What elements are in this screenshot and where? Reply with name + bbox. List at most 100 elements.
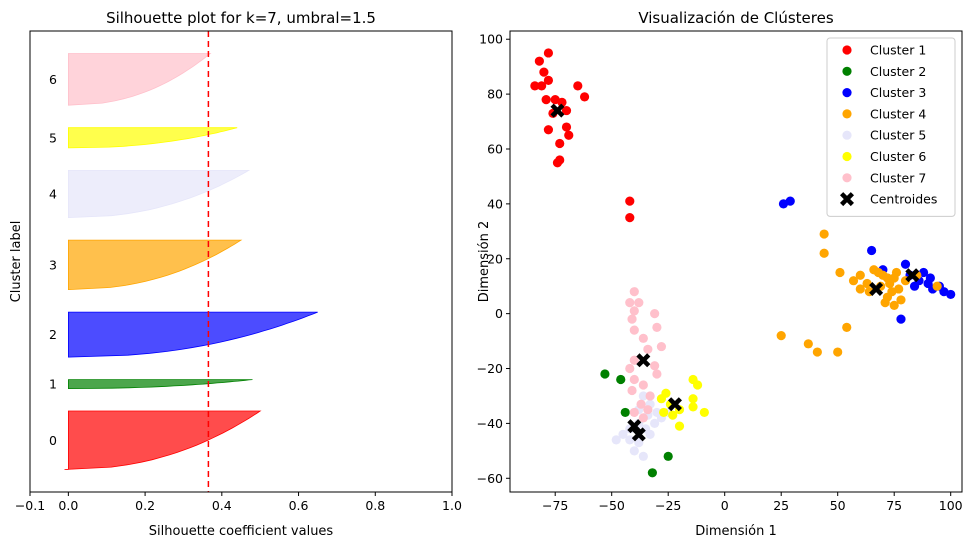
data-point — [668, 410, 678, 420]
legend-entry: Cluster 2 — [870, 64, 926, 79]
legend-entry: Cluster 6 — [870, 149, 926, 164]
scatter-legend: Cluster 1 Cluster 2 Cluster 3 Cluster 4 Clus… — [826, 37, 956, 217]
x-tick-label: 0.8 — [365, 498, 385, 513]
data-point — [611, 435, 621, 445]
data-point — [634, 438, 644, 448]
data-point — [692, 380, 703, 390]
cluster-label-6: 6 — [49, 72, 57, 87]
data-point — [579, 92, 590, 102]
scatter-points — [530, 48, 956, 478]
series-cluster-1 — [530, 48, 635, 223]
data-point — [541, 95, 551, 105]
centroid-marker — [869, 281, 884, 296]
data-point — [530, 81, 540, 91]
scatter-y-axis-label: Dimensión 2 — [477, 221, 492, 303]
scatter-x-ticks: −75 −50 −25 0 25 50 75 100 — [542, 492, 963, 513]
data-point — [616, 374, 626, 385]
data-point — [867, 245, 877, 256]
data-point — [663, 451, 673, 461]
data-point — [625, 363, 635, 374]
legend-entry: Cluster 7 — [870, 170, 926, 185]
centroid-marker-shape — [667, 397, 682, 412]
data-point — [688, 402, 698, 412]
scatter-x-axis-label: Dimensión 1 — [695, 524, 777, 539]
legend-marker — [842, 109, 852, 119]
centroid-marker — [905, 268, 920, 283]
data-point — [625, 196, 635, 206]
silhouette-band-cluster-4 — [68, 169, 251, 219]
data-point — [638, 380, 648, 390]
data-point — [848, 276, 859, 286]
data-point — [629, 287, 639, 297]
x-tick-label: 0.4 — [212, 498, 232, 513]
scatter-chart-title: Visualización de Clústeres — [638, 9, 834, 27]
data-point — [659, 407, 669, 418]
data-point — [629, 407, 639, 418]
y-tick-label: 40 — [487, 196, 503, 211]
x-tick-label: −50 — [599, 498, 625, 513]
data-point — [618, 429, 628, 439]
cluster-scatter-chart: Visualización de Clústeres −75 −50 −25 0 25 5… — [477, 9, 963, 539]
data-point — [900, 259, 911, 269]
data-point — [855, 270, 865, 280]
data-point — [555, 138, 565, 149]
silhouette-cluster-labels: 0 1 2 3 4 5 6 — [49, 72, 57, 448]
data-point — [842, 322, 852, 332]
legend-entry: Cluster 5 — [870, 128, 926, 143]
data-point — [629, 325, 639, 335]
silhouette-plot-frame — [29, 30, 453, 493]
scatter-y-ticks: −60 −40 −20 0 20 40 60 80 100 — [477, 32, 510, 486]
centroid-marker-shape — [550, 103, 565, 118]
cluster-label-4: 4 — [49, 187, 57, 202]
x-tick-label: 75 — [886, 498, 902, 513]
centroid-marker-shape — [631, 427, 646, 442]
x-tick-label: 0.0 — [58, 498, 78, 513]
centroid-marker — [631, 427, 646, 442]
silhouette-bands — [64, 53, 318, 470]
centroid-marker-shape — [627, 419, 642, 434]
data-point — [629, 355, 639, 365]
silhouette-x-ticks: −0.1 0.0 0.2 0.4 0.6 0.8 1.0 — [15, 492, 462, 513]
data-point — [887, 287, 897, 297]
data-point — [656, 341, 667, 352]
centroid-marker-shape — [905, 268, 920, 283]
data-point — [643, 405, 653, 415]
data-point — [862, 278, 872, 289]
data-point — [891, 267, 902, 278]
data-point — [627, 314, 637, 324]
cluster-label-2: 2 — [49, 327, 57, 342]
data-point — [600, 369, 610, 379]
centroid-marker-shape — [869, 281, 884, 296]
centroid-marker-shape — [840, 192, 854, 207]
data-point — [645, 391, 655, 401]
legend-entry: Cluster 4 — [870, 106, 926, 121]
y-tick-label: 20 — [487, 251, 503, 266]
y-tick-label: 80 — [487, 87, 503, 102]
legend-entry: Centroides — [870, 192, 937, 207]
data-point — [946, 289, 956, 300]
cluster-label-1: 1 — [49, 377, 57, 392]
silhouette-band-cluster-3 — [68, 239, 243, 291]
x-tick-label: 1.0 — [442, 498, 462, 513]
data-point — [889, 300, 899, 311]
cluster-label-5: 5 — [49, 130, 57, 145]
data-point — [880, 298, 890, 308]
centroid-marker — [627, 419, 642, 434]
legend-marker — [842, 66, 852, 76]
data-point — [652, 369, 662, 379]
data-point — [835, 267, 845, 278]
silhouette-chart-title: Silhouette plot for k=7, umbral=1.5 — [106, 9, 376, 27]
centroid-marker-shape — [636, 353, 651, 368]
data-point — [629, 306, 639, 316]
data-point — [638, 391, 648, 401]
data-point — [543, 125, 554, 135]
data-point — [674, 421, 685, 431]
legend-entry: Cluster 1 — [870, 43, 926, 58]
centroid-marker — [667, 397, 682, 412]
data-point — [650, 361, 660, 371]
legend-marker-centroides — [840, 192, 854, 207]
x-tick-label: 25 — [773, 498, 789, 513]
x-tick-label: −25 — [655, 498, 681, 513]
x-tick-label: 100 — [939, 498, 963, 513]
series-cluster-2 — [600, 369, 673, 478]
